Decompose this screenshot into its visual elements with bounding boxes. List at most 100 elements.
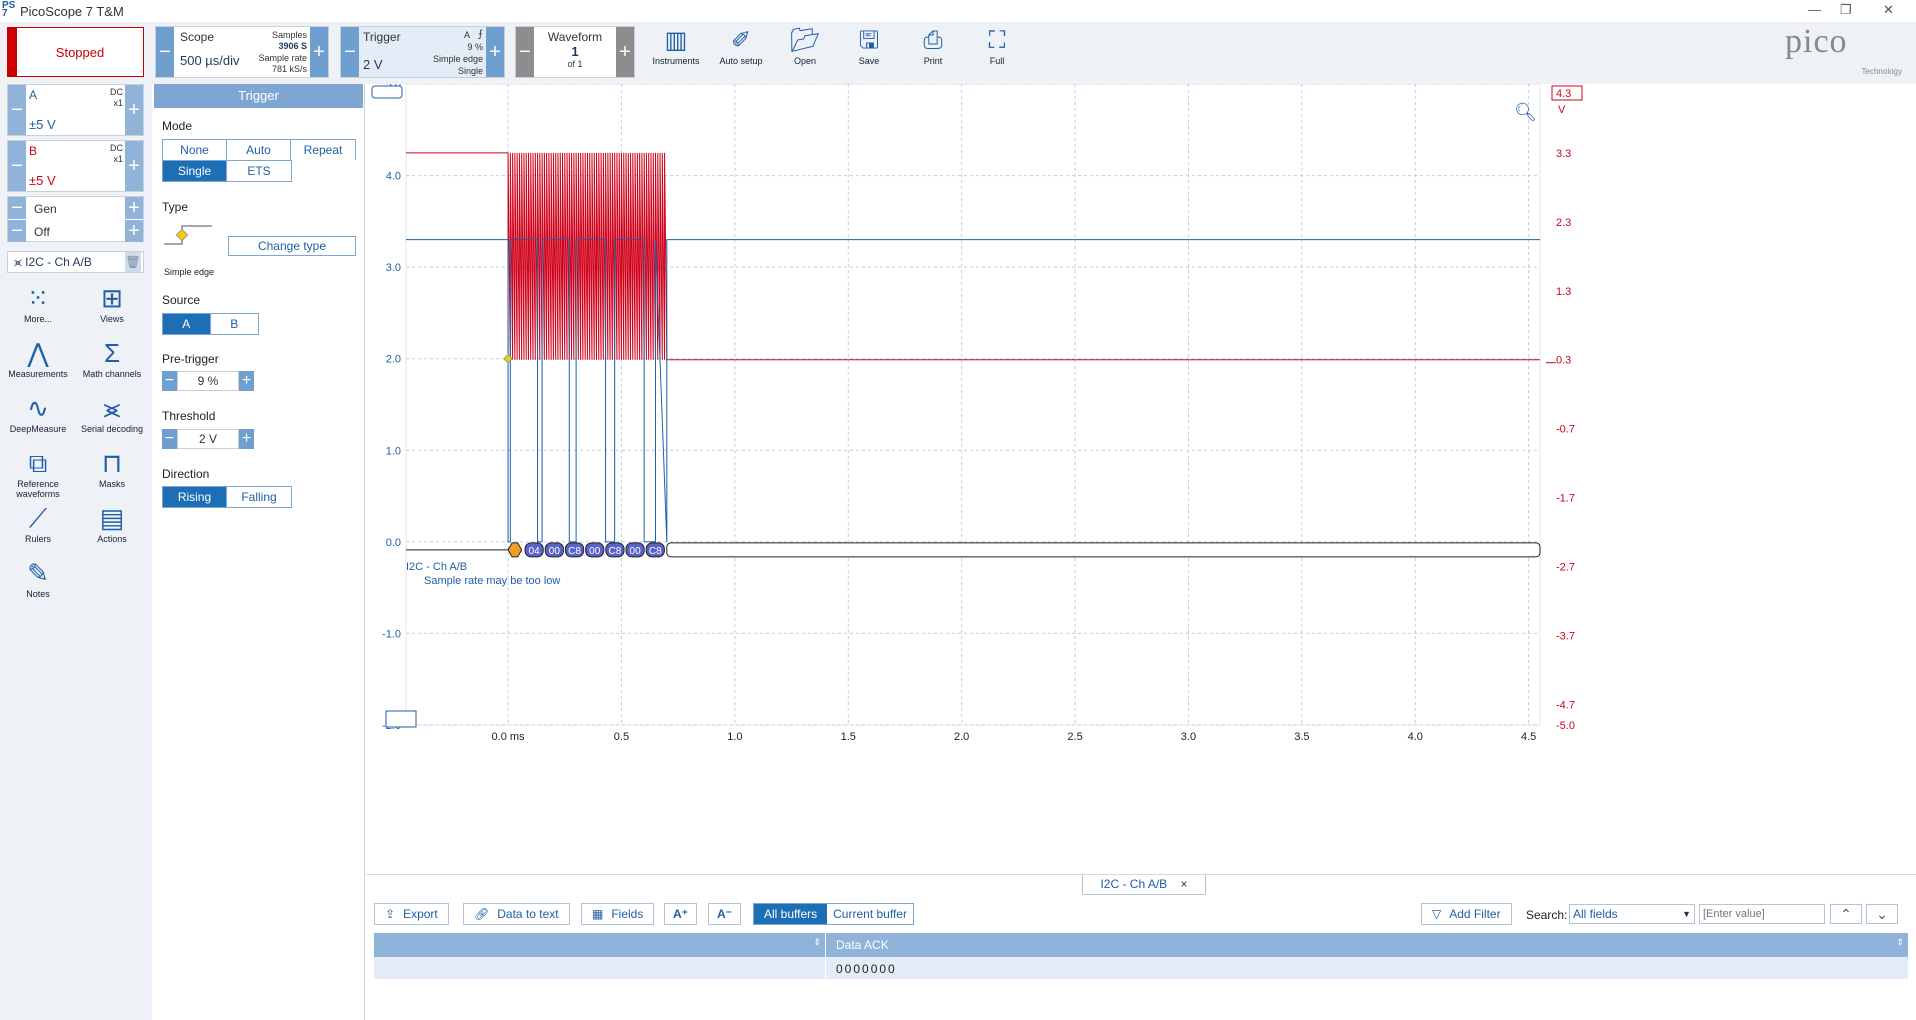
instruments-label: Instruments bbox=[652, 56, 700, 66]
more-tool[interactable]: ⁙ More... bbox=[3, 282, 73, 324]
trash-icon[interactable]: 🗑 bbox=[125, 252, 141, 272]
font-increase-button[interactable]: A⁺ bbox=[664, 903, 697, 925]
pretrigger-decrease[interactable]: − bbox=[162, 371, 177, 391]
threshold-value[interactable]: 2 V bbox=[177, 429, 239, 449]
add-filter-label: Add Filter bbox=[1449, 907, 1501, 921]
search-field-select[interactable]: All fields ▼ bbox=[1569, 904, 1695, 924]
font-decrease-button[interactable]: A⁻ bbox=[708, 903, 741, 925]
trigger-level[interactable]: 2 V bbox=[363, 57, 383, 72]
channel-a-range[interactable]: ±5 V bbox=[29, 117, 56, 132]
open-button[interactable]: 📂︎ Open bbox=[779, 26, 831, 66]
trigger-decrease-button[interactable]: − bbox=[341, 27, 359, 77]
source-a-button[interactable]: A bbox=[163, 314, 211, 334]
full-screen-button[interactable]: ⛶ Full bbox=[971, 26, 1023, 66]
auto-setup-label: Auto setup bbox=[719, 56, 763, 66]
data-to-text-button[interactable]: 🔗︎ Data to text bbox=[463, 903, 570, 925]
decode-tab[interactable]: I2C - Ch A/B × bbox=[1082, 875, 1206, 895]
actions-tool[interactable]: ▤ Actions bbox=[77, 502, 147, 544]
chevron-down-icon: ⌄ bbox=[1876, 906, 1888, 922]
decode-byte-label: C8 bbox=[649, 546, 662, 557]
masks-tool[interactable]: ⊓ Masks bbox=[77, 447, 147, 489]
grid-dots-icon: ⁙ bbox=[27, 283, 49, 313]
all-buffers-button[interactable]: All buffers bbox=[754, 904, 828, 924]
pretrigger-value[interactable]: 9 % bbox=[177, 371, 239, 391]
run-stop-button[interactable]: Stopped bbox=[7, 27, 144, 77]
export-label: Export bbox=[403, 907, 438, 921]
measurements-tool[interactable]: ⋀ Measurements bbox=[3, 337, 73, 379]
search-next-button[interactable]: ⌄ bbox=[1866, 904, 1898, 924]
print-button[interactable]: ⎙ Print bbox=[907, 26, 959, 66]
scope-view[interactable]: 0.0 ms0.51.01.52.02.53.03.54.04.55.04.03… bbox=[366, 63, 1916, 874]
waveform-number[interactable]: 1 bbox=[571, 44, 579, 59]
channel-a-coupling: DC bbox=[110, 87, 123, 97]
buffer-segment: All buffers Current buffer bbox=[753, 903, 914, 925]
y-right-tick-label: -1.7 bbox=[1556, 493, 1575, 505]
mode-repeat-button[interactable]: Repeat bbox=[303, 143, 343, 157]
serial-decoding-tool[interactable]: ⪤ Serial decoding bbox=[77, 392, 147, 434]
mode-auto-button[interactable]: Auto bbox=[227, 140, 291, 160]
deepmeasure-tool[interactable]: ∿ DeepMeasure bbox=[3, 392, 73, 434]
header-data-ack[interactable]: Data ACK bbox=[836, 938, 889, 952]
waveform-control: − Waveform 1 of 1 + bbox=[515, 26, 635, 78]
threshold-increase[interactable]: + bbox=[239, 429, 254, 449]
y-right-tick-label: 2.3 bbox=[1556, 217, 1571, 229]
direction-rising-button[interactable]: Rising bbox=[163, 487, 227, 507]
source-b-button[interactable]: B bbox=[230, 317, 239, 331]
full-label: Full bbox=[989, 56, 1005, 66]
search-prev-button[interactable]: ⌃ bbox=[1830, 904, 1862, 924]
waveform-prev-button[interactable]: − bbox=[516, 27, 534, 77]
channel-b-increase[interactable]: + bbox=[125, 141, 143, 191]
scope-graph[interactable]: 0.0 ms0.51.01.52.02.53.03.54.04.55.04.03… bbox=[366, 63, 1916, 874]
decoder-chip[interactable]: ⪤ I2C - Ch A/B 🗑 bbox=[7, 251, 144, 273]
views-grid-icon: ⊞ bbox=[101, 283, 123, 313]
rulers-tool[interactable]: ⟋ Rulers bbox=[3, 502, 73, 544]
timebase-value[interactable]: 500 µs/div bbox=[180, 53, 240, 68]
fields-button[interactable]: ▦ Fields bbox=[581, 903, 655, 925]
timebase-increase-button[interactable]: + bbox=[310, 27, 328, 77]
table-row[interactable]: 0000000 bbox=[374, 957, 1908, 979]
header-index-col[interactable]: ⇕ bbox=[374, 933, 826, 957]
instruments-button[interactable]: ▥ Instruments bbox=[650, 26, 702, 66]
close-window-button[interactable]: ✕ bbox=[1883, 2, 1894, 17]
reference-label: Reference waveforms bbox=[16, 479, 60, 499]
export-button[interactable]: ⇪ Export bbox=[374, 903, 449, 925]
channel-b-range[interactable]: ±5 V bbox=[29, 173, 56, 188]
table-icon: ▦ bbox=[592, 907, 604, 921]
minimize-button[interactable]: — bbox=[1808, 2, 1821, 17]
search-value-input[interactable] bbox=[1699, 904, 1825, 924]
mode-none-button[interactable]: None bbox=[163, 140, 227, 160]
x-tick-label: 2.0 bbox=[954, 731, 969, 743]
trigger-channel: A bbox=[463, 30, 470, 40]
pretrigger-increase[interactable]: + bbox=[239, 371, 254, 391]
maximize-button[interactable]: ❐ bbox=[1840, 2, 1852, 17]
threshold-spinner: − 2 V + bbox=[162, 429, 254, 449]
current-buffer-button[interactable]: Current buffer bbox=[833, 907, 907, 921]
gen-off-increase[interactable]: + bbox=[125, 220, 143, 242]
trigger-increase-button[interactable]: + bbox=[486, 27, 504, 77]
close-tab-icon[interactable]: × bbox=[1180, 877, 1188, 891]
gen-decrease[interactable]: − bbox=[8, 197, 26, 219]
gen-state[interactable]: Off bbox=[34, 225, 50, 239]
decode-byte-packet bbox=[605, 542, 625, 558]
auto-setup-button[interactable]: ✐ Auto setup bbox=[715, 26, 767, 66]
pico-logo: pico Technology bbox=[1785, 23, 1902, 76]
threshold-decrease[interactable]: − bbox=[162, 429, 177, 449]
add-filter-button[interactable]: ▽ Add Filter bbox=[1421, 903, 1512, 925]
gen-off-decrease[interactable]: − bbox=[8, 220, 26, 242]
channel-a-decrease[interactable]: − bbox=[8, 85, 26, 135]
channel-b-decrease[interactable]: − bbox=[8, 141, 26, 191]
mode-ets-button[interactable]: ETS bbox=[247, 164, 271, 178]
gen-increase[interactable]: + bbox=[125, 197, 143, 219]
mode-single-button[interactable]: Single bbox=[163, 161, 227, 181]
reference-waveforms-tool[interactable]: ⧉ Reference waveforms bbox=[3, 447, 73, 499]
mode-segment-row2: Single ETS bbox=[162, 160, 292, 182]
timebase-decrease-button[interactable]: − bbox=[156, 27, 174, 77]
views-tool[interactable]: ⊞ Views bbox=[77, 282, 147, 324]
direction-falling-button[interactable]: Falling bbox=[241, 490, 277, 504]
save-button[interactable]: 🖫 Save bbox=[843, 26, 895, 66]
waveform-next-button[interactable]: + bbox=[616, 27, 634, 77]
math-channels-tool[interactable]: Σ Math channels bbox=[77, 337, 147, 379]
channel-a-increase[interactable]: + bbox=[125, 85, 143, 135]
change-type-button[interactable]: Change type bbox=[228, 236, 356, 256]
notes-tool[interactable]: ✎ Notes bbox=[3, 557, 73, 599]
